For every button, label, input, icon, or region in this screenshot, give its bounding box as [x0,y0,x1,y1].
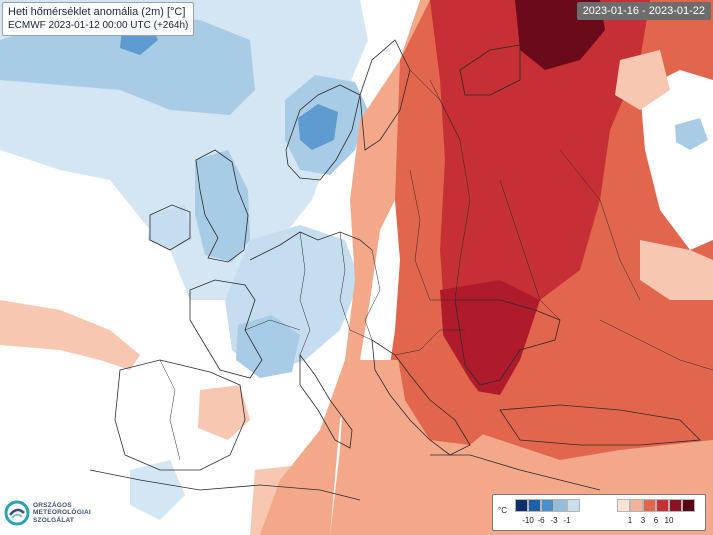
alps-cold-region [236,315,300,378]
legend-swatch-negative-0 [515,499,528,512]
legend-swatch-positive-5 [682,499,695,512]
logo-line-2: METEOROLÓGIAI [33,509,91,517]
map-title-box: Heti hőmérséklet anomália (2m) [°C] ECMW… [2,2,195,36]
legend-swatch-positive-2 [643,499,656,512]
country-borders [159,69,713,461]
legend-tick-positive-2: 6 [653,516,659,525]
iberia-cold-patch [130,460,185,520]
oms-logo: ORSZÁGOS METEOROLÓGIAI SZOLGÁLAT [4,500,91,526]
legend-swatch-negative-1 [528,499,541,512]
coastlines [89,39,701,501]
eastern-europe-light-warm [260,0,440,535]
legend-tick-positive-0: 1 [627,516,633,525]
oms-logo-text: ORSZÁGOS METEOROLÓGIAI SZOLGÁLAT [33,502,91,525]
date-range-badge: 2023-01-16 - 2023-01-22 [576,2,711,20]
color-legend: °C -10 -6 -3 -1 1 3 6 10 [492,494,706,531]
legend-tick-negative-0: -10 [522,516,534,525]
east-light-warm-patch [615,50,713,300]
logo-line-3: SZOLGÁLAT [33,516,75,524]
legend-tick-negative-1: -6 [537,516,545,525]
legend-tick-positive-3: 10 [664,516,674,525]
legend-tick-positive-1: 3 [640,516,646,525]
legend-swatch-positive-4 [669,499,682,512]
legend-swatch-positive-1 [630,499,643,512]
legend-unit: °C [498,506,507,515]
legend-swatch-positive-0 [617,499,630,512]
east-neutral-patch [640,70,713,250]
legend-swatch-negative-3 [554,499,567,512]
ukraine-deep-red [440,280,540,395]
britain-cold-region [195,150,250,262]
southwest-warm-region [0,300,140,370]
logo-line-1: ORSZÁGOS [33,501,72,509]
oms-logo-icon [4,500,30,526]
norway-deep-blue [298,104,338,150]
legend-tick-negative-2: -3 [550,516,558,525]
legend-tick-negative-3: -1 [563,516,571,525]
map-title: Heti hőmérséklet anomália (2m) [°C] [8,6,186,18]
legend-swatch-negative-2 [541,499,554,512]
east-cold-spot [675,118,708,150]
model-run-info: ECMWF 2023-01-12 00:00 UTC (+264h) [8,20,189,31]
legend-swatch-positive-3 [656,499,669,512]
ireland-cold-region [148,205,192,250]
balkan-warm [395,330,500,445]
russia-red [430,0,650,340]
legend-swatch-negative-4 [567,499,580,512]
atlantic-mid-blue [0,15,255,115]
